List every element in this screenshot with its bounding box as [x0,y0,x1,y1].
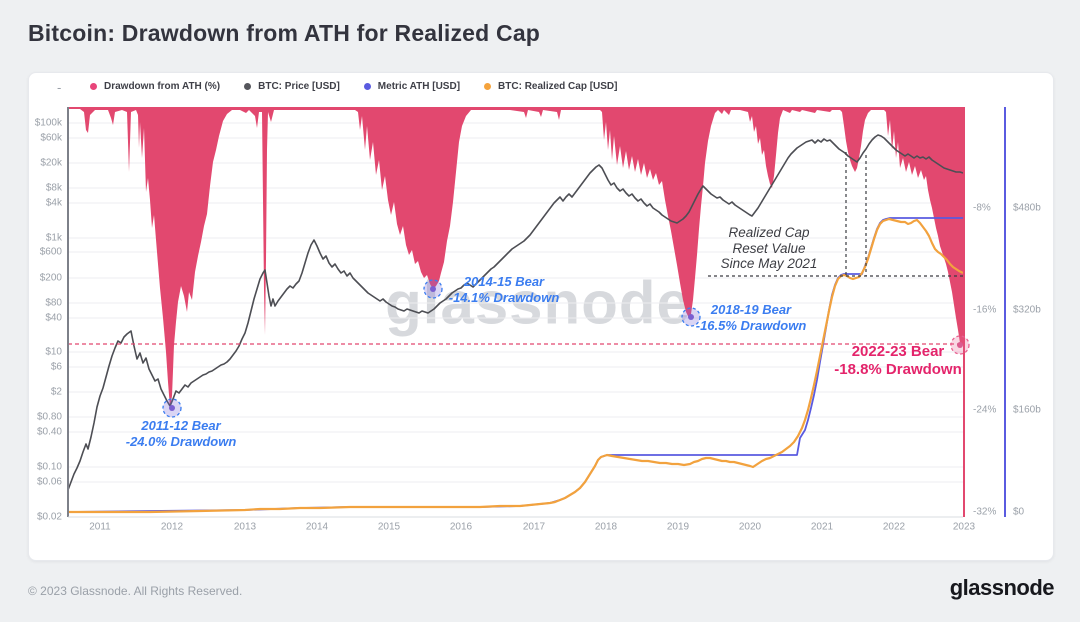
year-axis-tick: 2018 [594,521,618,533]
price-axis-tick: $0.06 [36,476,62,488]
price-axis-tick: $2 [50,386,62,398]
bear-annotation: 2014-15 Bear -14.1% Drawdown [449,274,560,306]
price-axis-tick: $0.02 [36,511,62,523]
legend-item-label: BTC: Price [USD] [258,81,340,92]
realized-cap-axis-tick: $480b [1013,202,1041,214]
drawdown-axis-tick: -16% [973,304,997,316]
reset-note-line: Reset Value [732,240,806,256]
price-axis-tick: $600 [39,246,62,258]
drawdown-axis-tick: -24% [973,404,997,416]
reset-note-line: Realized Cap [728,224,810,240]
legend-item-label: Drawdown from ATH (%) [104,81,221,92]
legend-item[interactable]: BTC: Realized Cap [USD] [484,81,617,92]
price-axis-tick: $10 [45,346,62,358]
year-axis-tick: 2015 [377,521,401,533]
price-axis-tick: $0.10 [36,461,62,473]
bear-annotation: 2022-23 Bear -18.8% Drawdown [834,343,962,379]
year-axis-tick: 2011 [89,521,111,533]
price-axis-tick: $6 [50,361,62,373]
legend-item-label: BTC: Realized Cap [USD] [498,81,618,92]
bear-annotation: 2011-12 Bear -24.0% Drawdown [126,418,237,450]
drawdown-axis-tick: -32% [973,506,997,518]
year-axis-tick: 2022 [882,521,906,533]
year-axis-tick: 2014 [305,521,329,533]
legend-item-label: Metric ATH [USD] [377,81,461,92]
legend-item[interactable]: Drawdown from ATH (%) [90,81,220,92]
bear-annotation-value: -16.5% Drawdown [695,318,807,333]
price-axis-tick: $60k [40,132,62,144]
bear-annotation-title: 2022-23 Bear [851,343,945,360]
bear-annotation-title: 2014-15 Bear [463,274,545,289]
price-axis-tick: $8k [45,182,62,194]
price-axis-tick: $40 [45,312,62,324]
year-axis-tick: 2023 [952,521,976,533]
legend-dot-icon [90,83,97,90]
page-title: Bitcoin: Drawdown from ATH for Realized … [28,20,541,46]
price-axis-tick: $0.40 [36,426,62,438]
realized-cap-axis-tick: $160b [1013,404,1041,416]
bear-annotation-value: -18.8% Drawdown [834,361,962,378]
bear-annotation-title: 2018-19 Bear [710,302,792,317]
copyright-text: © 2023 Glassnode. All Rights Reserved. [28,584,243,598]
price-axis-tick: $200 [39,272,62,284]
chart-legend: Drawdown from ATH (%) BTC: Price [USD] M… [90,81,617,92]
year-axis-tick: 2013 [233,521,257,533]
year-axis-tick: 2019 [666,521,690,533]
drawdown-axis-tick: -8% [973,202,991,214]
bear-annotation-value: -24.0% Drawdown [125,434,237,449]
bear-annotation-title: 2011-12 Bear [141,418,221,433]
bear-annotation: 2018-19 Bear -16.5% Drawdown [696,302,807,334]
reset-note-line: Since May 2021 [720,255,818,271]
legend-item[interactable]: Metric ATH [USD] [363,81,461,92]
year-axis-tick: 2016 [449,521,473,533]
price-axis-tick: $80 [45,297,62,309]
legend-dot-icon [244,83,252,90]
realized-cap-axis-tick: $320b [1013,304,1041,316]
legend-dot-icon [484,83,492,90]
year-axis-tick: 2021 [810,521,834,533]
realized-cap-axis-tick: $0 [1013,506,1025,518]
price-axis-tick: $4k [45,197,62,209]
glassnode-logo: glassnode [949,575,1055,600]
price-axis-tick: $20k [40,157,62,169]
price-axis-tick: $100k [34,117,62,129]
legend-dot-icon [363,83,371,90]
year-axis-tick: 2020 [738,521,762,533]
year-axis-tick: 2017 [522,521,546,533]
price-axis-tick: $1k [45,232,62,244]
bear-annotation-value: -14.1% Drawdown [448,290,560,305]
legend-collapse-icon[interactable]: - [57,80,62,95]
price-axis-tick: $0.80 [36,411,62,423]
realized-cap-reset-note: Realized Cap Reset Value Since May 2021 [721,225,818,272]
year-axis-tick: 2012 [160,521,184,533]
legend-item[interactable]: BTC: Price [USD] [244,81,340,92]
